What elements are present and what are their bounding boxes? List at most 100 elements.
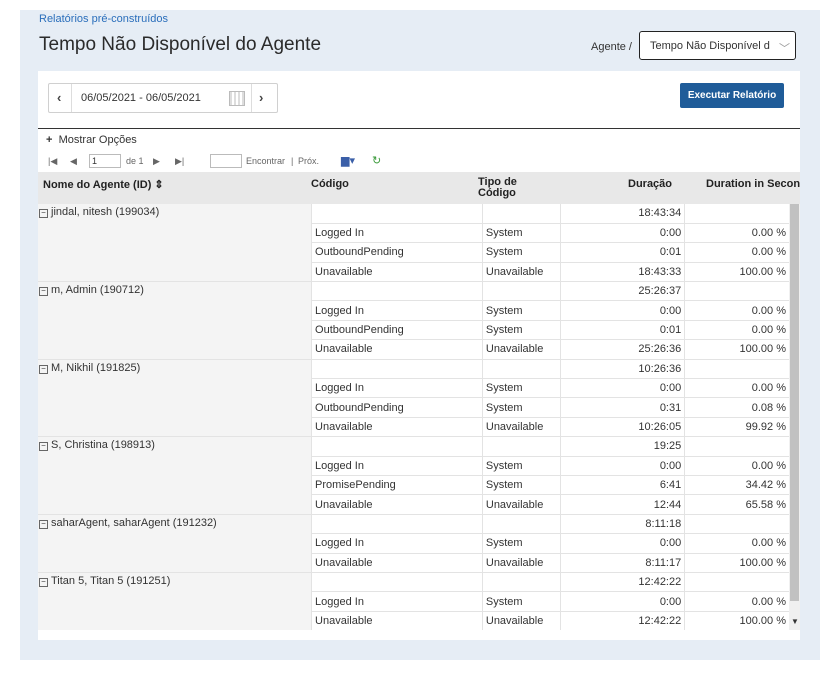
col-code[interactable]: Código xyxy=(311,178,349,190)
code-cell: PromisePending xyxy=(311,475,483,496)
prev-date-icon[interactable]: ‹ xyxy=(57,90,62,105)
scroll-down-icon[interactable]: ▼ xyxy=(791,617,799,626)
seconds-cell xyxy=(684,514,790,535)
agent-name: S, Christina (198913) xyxy=(51,439,155,452)
agent-group-row: − M, Nikhil (191825) 10:26:36 xyxy=(38,359,790,438)
breadcrumb[interactable]: Relatórios pré-construídos xyxy=(39,13,169,25)
run-report-button[interactable]: Executar Relatório xyxy=(680,83,784,108)
duration-cell: 18:43:33 xyxy=(560,262,686,283)
duration-cell: 0:00 xyxy=(560,591,686,612)
col-type[interactable]: Tipo de Código xyxy=(478,177,517,199)
seconds-cell xyxy=(684,572,790,593)
seconds-cell xyxy=(684,281,790,302)
seconds-cell: 0.00 % xyxy=(684,456,790,476)
find-input[interactable] xyxy=(210,154,242,168)
code-cell: OutboundPending xyxy=(311,397,483,418)
vertical-scrollbar[interactable]: ▼ xyxy=(789,204,800,630)
table-row: Logged In System 0:00 0.00 % xyxy=(38,456,790,476)
agent-name: m, Admin (190712) xyxy=(51,284,144,297)
duration-cell: 12:44 xyxy=(560,494,686,515)
seconds-cell xyxy=(684,359,790,380)
type-cell: System xyxy=(482,320,562,341)
report-table: − jindal, nitesh (199034) 18:43:34 Logged I… xyxy=(38,204,790,630)
calendar-icon[interactable] xyxy=(229,91,245,106)
next-link[interactable]: Próx. xyxy=(298,156,320,166)
type-cell: Unavailable xyxy=(482,553,562,573)
seconds-cell xyxy=(684,204,790,224)
code-cell: Unavailable xyxy=(311,339,483,360)
type-cell xyxy=(482,359,562,380)
collapse-icon[interactable]: − xyxy=(39,364,48,374)
table-row: Unavailable Unavailable 12:42:22 100.00 % xyxy=(38,611,790,630)
code-cell xyxy=(311,436,483,457)
prev-page-icon[interactable]: ◀ xyxy=(70,156,77,166)
table-row: OutboundPending System 0:31 0.08 % xyxy=(38,397,790,418)
page-count: de 1 xyxy=(126,156,144,166)
code-cell: OutboundPending xyxy=(311,242,483,263)
duration-cell: 0:00 xyxy=(560,378,686,399)
collapse-icon[interactable]: − xyxy=(39,577,48,587)
report-panel: ‹ 06/05/2021 - 06/05/2021 › Executar Rel… xyxy=(38,71,800,640)
collapse-icon[interactable]: − xyxy=(39,287,48,297)
duration-cell: 25:26:36 xyxy=(560,339,686,360)
show-options-toggle[interactable]: + Mostrar Opções xyxy=(46,134,137,146)
code-cell xyxy=(311,204,483,224)
code-cell xyxy=(311,514,483,535)
agent-total-duration: 25:26:37 xyxy=(560,281,686,302)
divider xyxy=(38,128,800,129)
duration-cell: 0:01 xyxy=(560,320,686,341)
page-number-input[interactable] xyxy=(89,154,121,168)
export-icon[interactable]: ▆▾ xyxy=(341,155,355,167)
agent-total-duration: 8:11:18 xyxy=(560,514,686,535)
show-options-label: Mostrar Opções xyxy=(58,134,137,146)
col-seconds[interactable]: Duration in Seconds xyxy=(706,178,800,190)
refresh-icon[interactable]: ↻ xyxy=(372,155,382,167)
duration-cell: 6:41 xyxy=(560,475,686,496)
duration-cell: 0:00 xyxy=(560,300,686,321)
find-link[interactable]: Encontrar xyxy=(246,156,286,166)
first-page-icon[interactable]: |◀ xyxy=(48,156,58,166)
code-cell: Unavailable xyxy=(311,262,483,283)
collapse-icon[interactable]: − xyxy=(39,519,48,529)
seconds-cell: 0.00 % xyxy=(684,300,790,321)
type-cell xyxy=(482,572,562,593)
table-row: Logged In System 0:00 0.00 % xyxy=(38,378,790,399)
seconds-cell: 65.58 % xyxy=(684,494,790,515)
collapse-icon[interactable]: − xyxy=(39,442,48,452)
last-page-icon[interactable]: ▶| xyxy=(175,156,185,166)
seconds-cell: 0.00 % xyxy=(684,533,790,554)
seconds-cell: 100.00 % xyxy=(684,611,790,630)
type-cell: Unavailable xyxy=(482,417,562,438)
grid-body: − jindal, nitesh (199034) 18:43:34 Logged I… xyxy=(38,204,790,630)
type-cell: System xyxy=(482,378,562,399)
table-row: OutboundPending System 0:01 0.00 % xyxy=(38,242,790,263)
agent-cell: − Titan 5, Titan 5 (191251) xyxy=(38,572,313,630)
agent-cell: − M, Nikhil (191825) xyxy=(38,359,313,438)
agent-name: Titan 5, Titan 5 (191251) xyxy=(51,574,171,587)
scrollbar-thumb[interactable] xyxy=(790,204,799,601)
date-range-picker[interactable]: ‹ 06/05/2021 - 06/05/2021 › xyxy=(48,83,278,113)
agent-group-row: − Titan 5, Titan 5 (191251) 12:42:22 xyxy=(38,572,790,630)
seconds-cell: 0.00 % xyxy=(684,242,790,263)
agent-select[interactable]: Tempo Não Disponível d ﹀ xyxy=(639,31,796,60)
type-cell xyxy=(482,436,562,457)
col-agent[interactable]: Nome do Agente (ID) ⇕ xyxy=(43,179,164,191)
col-duration[interactable]: Duração xyxy=(628,178,673,190)
type-cell: System xyxy=(482,591,562,612)
next-page-icon[interactable]: ▶ xyxy=(153,156,160,166)
table-row: OutboundPending System 0:01 0.00 % xyxy=(38,320,790,341)
duration-cell: 8:11:17 xyxy=(560,553,686,573)
code-cell: Logged In xyxy=(311,456,483,476)
agent-total-duration: 19:25 xyxy=(560,436,686,457)
type-cell xyxy=(482,514,562,535)
code-cell: Logged In xyxy=(311,591,483,612)
code-cell: Logged In xyxy=(311,223,483,244)
code-cell xyxy=(311,572,483,593)
next-date-icon[interactable]: › xyxy=(259,90,264,105)
col-type-line2: Código xyxy=(478,187,516,199)
collapse-icon[interactable]: − xyxy=(39,209,48,218)
duration-cell: 12:42:22 xyxy=(560,611,686,630)
code-cell: Unavailable xyxy=(311,611,483,630)
date-range-value[interactable]: 06/05/2021 - 06/05/2021 xyxy=(81,92,201,104)
duration-cell: 0:00 xyxy=(560,223,686,244)
